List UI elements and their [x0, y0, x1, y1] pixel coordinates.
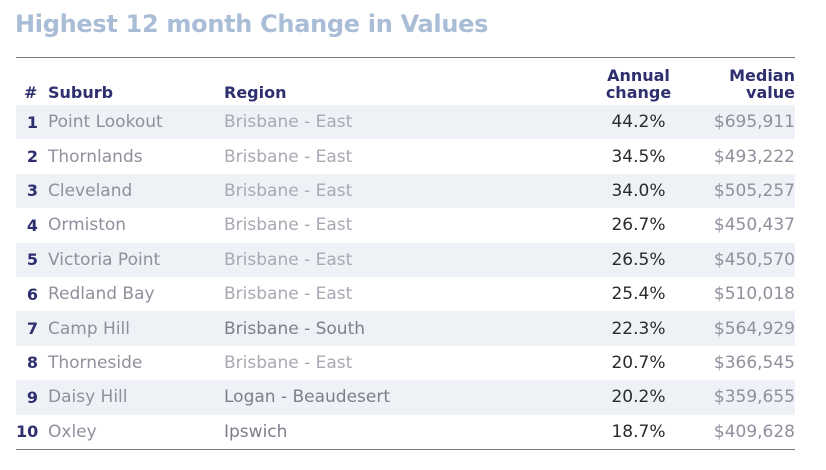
annual-change-cell: 26.7% [611, 215, 666, 236]
suburb-cell: Cleveland [43, 173, 222, 209]
rank-cell: 1 [16, 105, 43, 140]
suburb-header: Suburb [48, 83, 114, 102]
page-title: Highest 12 month Change in Values [15, 10, 489, 38]
annual-change-cell: 44.2% [577, 105, 700, 140]
rank-cell: 7 [16, 311, 43, 346]
median-value-cell: $409,628 [713, 421, 795, 442]
annual-change-header-line2: change [605, 83, 672, 102]
table-header-row: # Suburb Region Annual change Median val… [16, 58, 795, 105]
region-cell: Brisbane - East [224, 146, 353, 167]
annual-change-header: Annual change [577, 58, 700, 105]
region-cell: Brisbane - East [222, 105, 577, 140]
rank-cell: 10 [16, 422, 39, 442]
rank-cell: 2 [26, 147, 38, 167]
annual-change-cell: 22.3% [577, 311, 700, 346]
median-value-header-line2: value [746, 83, 795, 102]
rank-cell: 6 [26, 284, 38, 304]
suburb-cell: Thornlands [48, 146, 143, 167]
rank-cell: 3 [16, 173, 43, 209]
median-value-cell: $366,545 [713, 352, 795, 373]
table-row: 5 Victoria Point Brisbane - East 26.5% $450,… [16, 242, 795, 277]
median-value-cell: $493,222 [713, 146, 795, 167]
median-value-cell: $564,929 [700, 311, 795, 346]
table-row: 8 Thorneside Brisbane - East 20.7% $366,545 [16, 346, 795, 380]
median-value-cell: $450,437 [713, 215, 795, 236]
table-row: 7 Camp Hill Brisbane - South 22.3% $564,929 [16, 311, 795, 346]
region-cell: Brisbane - South [222, 311, 577, 346]
table-row: 1 Point Lookout Brisbane - East 44.2% $695,9… [16, 105, 795, 140]
median-value-cell: $450,570 [700, 242, 795, 277]
region-cell: Brisbane - East [224, 284, 353, 305]
median-value-cell: $695,911 [700, 105, 795, 140]
annual-change-cell: 18.7% [611, 421, 666, 442]
table-row: 6 Redland Bay Brisbane - East 25.4% $510,018 [16, 277, 795, 311]
suburb-cell: Victoria Point [43, 242, 222, 277]
annual-change-cell: 20.2% [577, 380, 700, 415]
suburb-cell: Thorneside [48, 352, 143, 373]
region-cell: Ipswich [224, 421, 288, 442]
rank-cell: 5 [16, 242, 43, 277]
region-cell: Brisbane - East [224, 215, 353, 236]
table-row: 3 Cleveland Brisbane - East 34.0% $505,257 [16, 173, 795, 209]
annual-change-cell: 20.7% [611, 352, 666, 373]
annual-change-cell: 34.0% [577, 173, 700, 209]
suburb-cell: Daisy Hill [43, 380, 222, 415]
median-value-header: Median value [700, 58, 795, 105]
median-value-cell: $510,018 [713, 284, 795, 305]
table-row: 9 Daisy Hill Logan - Beaudesert 20.2% $359,6… [16, 380, 795, 415]
region-cell: Brisbane - East [222, 242, 577, 277]
annual-change-cell: 34.5% [611, 146, 666, 167]
annual-change-header-line1: Annual [607, 66, 670, 85]
values-table: # Suburb Region Annual change Median val… [16, 57, 795, 450]
region-cell: Logan - Beaudesert [222, 380, 577, 415]
annual-change-cell: 25.4% [611, 284, 666, 305]
suburb-cell: Redland Bay [48, 284, 155, 305]
suburb-cell: Oxley [48, 421, 97, 442]
region-header: Region [224, 83, 287, 102]
rank-cell: 8 [26, 353, 38, 373]
rank-header: # [24, 83, 38, 102]
suburb-cell: Point Lookout [43, 105, 222, 140]
suburb-cell: Camp Hill [43, 311, 222, 346]
table-row: 4 Ormiston Brisbane - East 26.7% $450,437 [16, 208, 795, 242]
table-row: 10 Oxley Ipswich 18.7% $409,628 [16, 415, 795, 449]
rank-cell: 9 [16, 380, 43, 415]
region-cell: Brisbane - East [222, 173, 577, 209]
annual-change-cell: 26.5% [577, 242, 700, 277]
median-value-header-line1: Median [729, 66, 795, 85]
median-value-cell: $359,655 [700, 380, 795, 415]
table-row: 2 Thornlands Brisbane - East 34.5% $493,222 [16, 139, 795, 173]
suburb-cell: Ormiston [48, 215, 127, 236]
rank-cell: 4 [26, 215, 38, 235]
median-value-cell: $505,257 [700, 173, 795, 209]
region-cell: Brisbane - East [224, 352, 353, 373]
